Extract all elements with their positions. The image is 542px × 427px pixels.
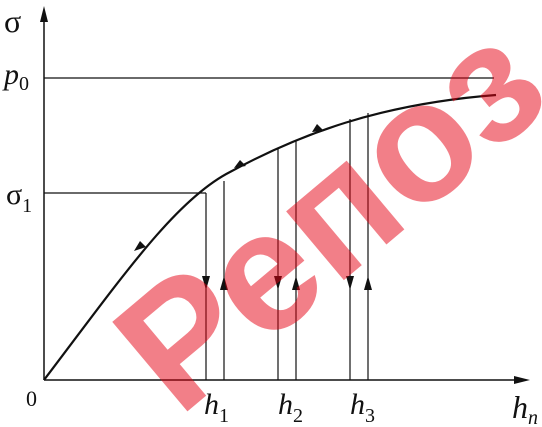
- origin-label: 0: [26, 386, 37, 411]
- h3-reload-arrow-icon: [364, 276, 372, 290]
- h2-reload-arrow-icon: [292, 276, 300, 290]
- h1-label: h1: [204, 388, 229, 427]
- y-axis-label: σ: [4, 3, 21, 39]
- watermark-text: Репоз: [80, 0, 542, 427]
- curve-direction-arrow-icon: [134, 241, 146, 251]
- h1-unload-arrow-icon: [202, 276, 210, 290]
- p0-label: p0: [2, 58, 29, 95]
- h1-reload-arrow-icon: [220, 276, 228, 290]
- y-axis-arrow-icon: [40, 6, 48, 22]
- h2-unload-arrow-icon: [274, 276, 282, 290]
- curve-direction-arrow-icon: [234, 160, 246, 168]
- h2-label: h2: [278, 388, 303, 427]
- h3-unload-arrow-icon: [346, 276, 354, 290]
- loading-curve: [43, 93, 497, 381]
- x-axis-arrow-icon: [514, 376, 530, 384]
- h3-label: h3: [350, 388, 375, 427]
- x-axis-label: hn: [512, 389, 538, 427]
- curve-direction-arrow-icon: [312, 124, 324, 132]
- sigma1-label: σ1: [6, 178, 32, 217]
